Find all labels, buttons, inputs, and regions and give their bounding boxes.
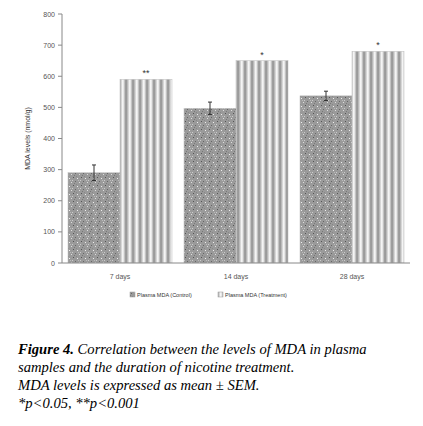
- bar: [68, 173, 120, 263]
- y-tick: [58, 200, 62, 201]
- error-bar: [324, 91, 328, 100]
- x-tick-label: 28 days: [340, 273, 365, 281]
- y-tick-label: 300: [43, 166, 55, 173]
- legend-label: Plasma MDA (Treatment): [225, 292, 287, 298]
- x-tick-label: 7 days: [110, 273, 131, 281]
- y-tick: [58, 76, 62, 77]
- y-tick-label: 800: [43, 11, 55, 18]
- error-cap: [324, 100, 328, 101]
- y-tick-label: 0: [51, 260, 55, 267]
- significance: *: [376, 40, 380, 50]
- significance: *: [260, 50, 264, 60]
- caption-text: MDA levels is expressed as mean ± SEM.: [18, 377, 259, 393]
- caption-line: Figure 4. Correlation between the levels…: [18, 340, 416, 376]
- caption-text: *p<0.05, **p<0.001: [18, 395, 140, 411]
- y-tick-label: 100: [43, 228, 55, 235]
- bar: [352, 51, 404, 263]
- y-tick: [58, 231, 62, 232]
- significance: **: [142, 68, 150, 78]
- error-cap: [92, 164, 96, 165]
- y-tick: [58, 14, 62, 15]
- legend-swatch: [130, 292, 135, 297]
- y-tick-label: 200: [43, 197, 55, 204]
- error-line: [94, 165, 95, 181]
- y-tick: [58, 45, 62, 46]
- y-tick-label: 500: [43, 104, 55, 111]
- legend-label: Plasma MDA (Control): [137, 292, 192, 298]
- error-line: [326, 91, 327, 100]
- bar: [184, 108, 236, 263]
- y-tick: [58, 169, 62, 170]
- error-cap: [324, 91, 328, 92]
- footnote-line: *p<0.05, **p<0.001: [18, 394, 416, 412]
- error-cap: [208, 114, 212, 115]
- y-tick: [58, 263, 62, 264]
- error-bar: [208, 102, 212, 114]
- y-tick: [58, 107, 62, 108]
- y-tick-label: 600: [43, 73, 55, 80]
- caption-label: Figure 4.: [18, 341, 74, 357]
- caption-line: MDA levels is expressed as mean ± SEM.: [18, 376, 416, 394]
- error-cap: [208, 102, 212, 103]
- error-bar: [92, 165, 96, 181]
- bar: [120, 79, 172, 263]
- caption: Figure 4. Correlation between the levels…: [18, 340, 416, 412]
- bar: [236, 61, 288, 263]
- y-axis-label: MDA levels (nmol/g): [24, 107, 32, 170]
- y-tick-label: 400: [43, 135, 55, 142]
- error-cap: [92, 180, 96, 181]
- y-tick-label: 700: [43, 42, 55, 49]
- legend-swatch: [218, 292, 223, 297]
- y-tick: [58, 138, 62, 139]
- error-line: [210, 102, 211, 114]
- bars: [68, 51, 404, 263]
- x-axis: [62, 263, 410, 264]
- x-tick-label: 14 days: [224, 273, 249, 281]
- bar: [300, 96, 352, 263]
